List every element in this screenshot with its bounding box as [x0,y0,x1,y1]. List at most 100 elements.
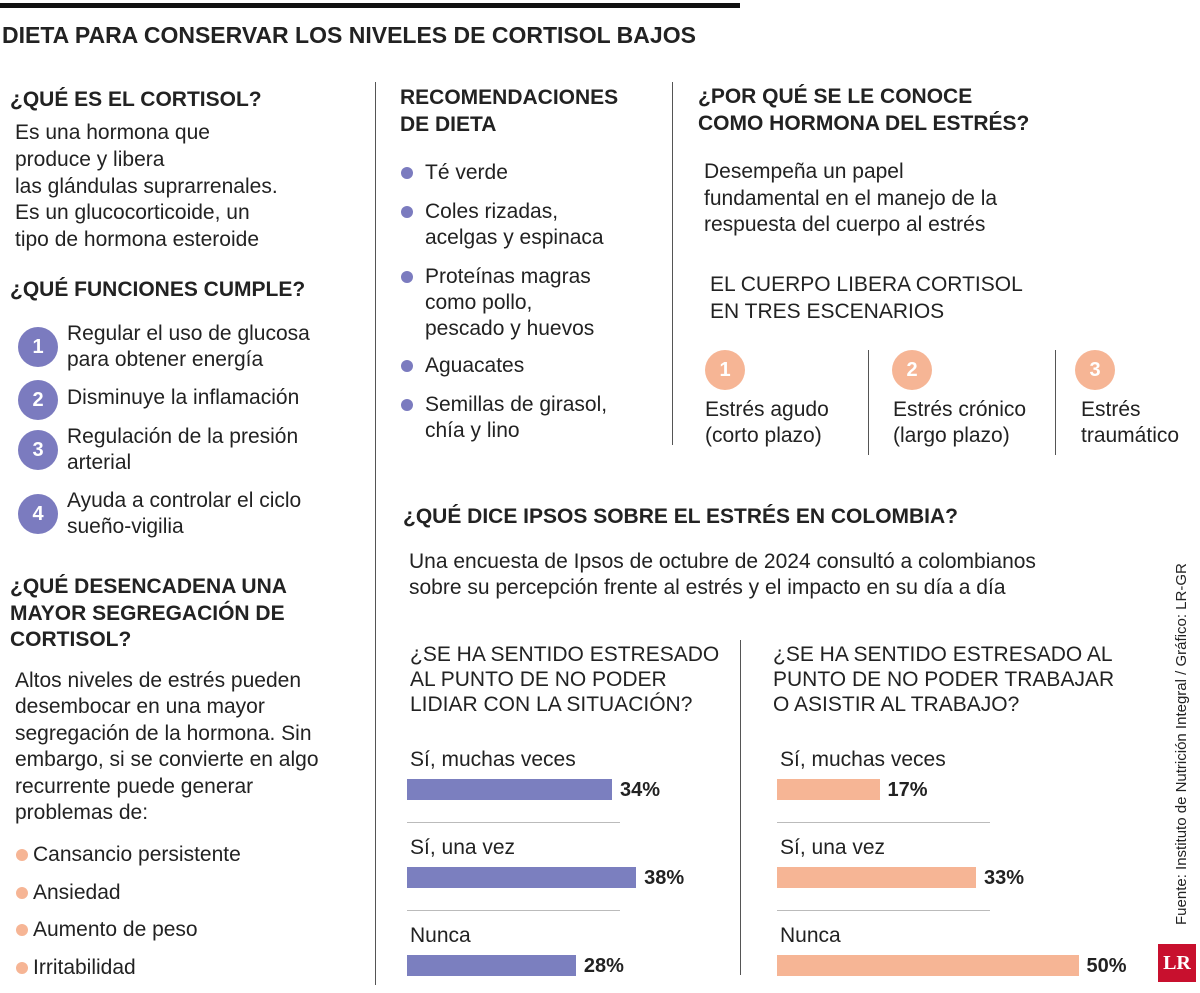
heading: ¿QUÉ ES EL CORTISOL? [10,88,262,111]
rule [777,822,990,823]
scenario-line: Estrés crónico [893,398,1027,421]
number-circle: 1 [705,350,745,390]
bullet [16,924,28,937]
text-line: Desempeña un papel [704,160,904,183]
text-line: fundamental en el manejo de la [704,186,998,210]
bullet [401,399,413,411]
item-line: Ayuda a controlar el ciclo [67,489,302,512]
text-line: respuesta del cuerpo al estrés [704,213,986,236]
item-line: chía y lino [425,418,520,442]
category-label: Nunca [410,924,471,947]
category-label: Sí, una vez [410,836,516,859]
text-line: recurrente puede generar [15,774,254,798]
problem: Cansancio persistente [33,843,241,866]
bar [407,779,613,800]
chart-title: AL PUNTO DE NO PODER [410,668,667,691]
bar [407,867,637,888]
bar [407,955,576,976]
text-line: problemas de: [15,801,149,824]
rule [777,910,990,911]
scenario-line: Estrés agudo [705,398,829,421]
divider [375,82,376,985]
rule [407,910,620,911]
value-label: 28% [583,955,624,977]
heading: ¿QUÉ DESENCADENA UNA [10,575,287,598]
number-circle: 2 [18,380,58,420]
source: Fuente: Instituto de Nutrición Integral … [1173,563,1190,925]
item-line: Aguacates [425,354,525,377]
item-line: Té verde [425,161,508,184]
bullet [16,849,28,861]
divider [868,350,869,455]
text-line: Es un glucocorticoide, un [15,201,250,225]
rule [407,822,620,823]
category-label: Nunca [780,924,841,947]
value-label: 50% [1086,955,1127,977]
item-line: para obtener energía [67,348,264,371]
item-line: Disminuye la inflamación [67,386,300,409]
title: DIETA PARA CONSERVAR LOS NIVELES DE CORT… [2,22,696,48]
scenario-line: Estrés [1081,398,1141,421]
divider [1055,350,1056,455]
value-label: 38% [644,867,685,889]
heading: CORTISOL? [10,628,132,651]
subheading: EN TRES ESCENARIOS [710,300,945,323]
heading: DE DIETA [400,113,497,136]
text-line: las glándulas suprarrenales. [15,174,278,198]
item-line: acelgas y espinaca [425,225,604,249]
number-circle: 1 [18,327,58,367]
value-label: 33% [983,867,1025,889]
bullet [16,962,28,975]
item-line: sueño-vigilia [67,515,184,538]
heading: ¿QUÉ DICE IPSOS SOBRE EL ESTRÉS EN COLOM… [403,505,959,528]
text-line: embargo, si se convierte en algo [15,748,319,772]
scenario-line: (corto plazo) [705,424,822,447]
text-line: segregación de la hormona. Sin [15,721,312,745]
bar [777,955,1079,976]
heading: ¿POR QUÉ SE LE CONOCE [698,85,973,108]
heading: RECOMENDACIONES [400,86,619,109]
category-label: Sí, muchas veces [780,748,946,771]
problem: Irritabilidad [33,956,136,980]
problem: Ansiedad [33,880,121,904]
text-line: produce y libera [15,147,165,171]
bullet [401,360,413,372]
item-line: como pollo, [425,290,533,314]
value-label: 34% [620,779,661,801]
item-line: Coles rizadas, [425,200,559,223]
number-circle: 4 [18,494,58,534]
text-line: Altos niveles de estrés pueden [15,669,302,692]
bar [777,779,880,800]
bullet [401,271,413,283]
top-rule [0,3,740,8]
divider [672,82,673,445]
scenario-line: traumático [1081,424,1180,447]
value-label: 17% [887,779,928,801]
chart-title: LIDIAR CON LA SITUACIÓN? [410,693,693,716]
heading: COMO HORMONA DEL ESTRÉS? [698,112,1030,135]
divider [740,640,741,975]
bullet [401,167,413,179]
heading: MAYOR SEGREGACIÓN DE [10,601,285,625]
number-circle: 3 [1075,350,1115,390]
item-line: Regular el uso de glucosa [67,322,310,345]
text-line: desembocar en una mayor [15,695,265,719]
chart-title: ¿SE HA SENTIDO ESTRESADO [410,643,720,666]
problem: Aumento de peso [33,918,198,942]
bullet [16,886,28,899]
logo: LR [1158,944,1196,982]
number-circle: 2 [892,350,932,390]
item-line: Proteínas magras [425,265,591,288]
bar [777,867,976,888]
item-line: Semillas de girasol, [425,393,608,416]
item-line: Regulación de la presión [67,425,299,448]
chart-title: ¿SE HA SENTIDO ESTRESADO AL [773,643,1113,666]
heading: ¿QUÉ FUNCIONES CUMPLE? [10,278,306,301]
subheading: EL CUERPO LIBERA CORTISOL [710,273,1023,296]
text-line: Es una hormona que [15,121,210,144]
text-line: tipo de hormona esteroide [15,228,259,252]
category-label: Sí, una vez [780,836,886,859]
text-line: sobre su percepción frente al estrés y e… [409,576,1006,599]
item-line: pescado y huevos [425,316,595,340]
